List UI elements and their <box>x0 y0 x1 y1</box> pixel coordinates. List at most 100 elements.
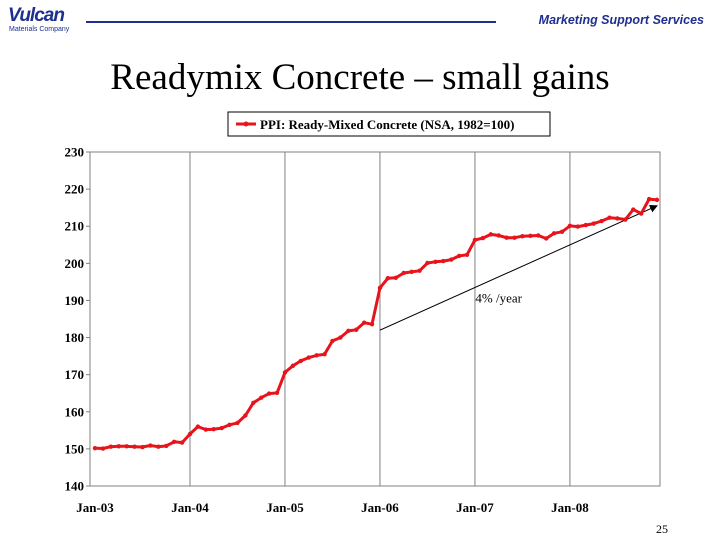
data-point <box>488 232 493 237</box>
series-layer <box>92 196 660 451</box>
data-point <box>108 444 114 449</box>
grid-layer <box>189 152 571 486</box>
data-point <box>504 235 509 240</box>
x-tick-label: Jan-06 <box>361 500 399 515</box>
data-point <box>583 222 588 228</box>
data-point <box>171 439 177 445</box>
trend-annotation-label: 4% /year <box>475 291 522 306</box>
data-point <box>274 390 280 396</box>
data-point <box>393 275 398 281</box>
x-tick-label: Jan-07 <box>456 500 494 515</box>
data-point <box>116 444 121 449</box>
logo-wordmark: Vulcan <box>8 5 65 26</box>
data-point <box>615 216 620 221</box>
y-tick-label: 210 <box>65 219 85 234</box>
x-tick-label: Jan-03 <box>76 500 114 515</box>
legend-swatch-marker <box>243 121 249 127</box>
data-point <box>441 258 446 264</box>
data-point <box>654 197 660 203</box>
data-point <box>203 427 209 432</box>
y-tick-label: 230 <box>65 145 85 160</box>
data-point <box>100 446 106 451</box>
data-point <box>140 444 145 450</box>
data-point <box>464 252 470 257</box>
data-point <box>227 422 232 427</box>
data-point <box>385 275 391 281</box>
data-point <box>132 444 137 449</box>
data-point <box>409 269 414 275</box>
data-point <box>290 363 296 368</box>
data-point <box>528 233 533 239</box>
data-point <box>448 257 454 262</box>
data-point <box>551 231 557 236</box>
data-point <box>330 338 335 344</box>
data-point <box>187 431 193 437</box>
data-point <box>266 391 272 396</box>
data-point <box>433 259 438 265</box>
y-tick-label: 170 <box>65 367 85 382</box>
y-tick-label: 150 <box>65 441 85 456</box>
data-point <box>425 260 430 266</box>
data-point <box>211 427 216 432</box>
data-point <box>195 424 201 429</box>
data-point <box>306 355 311 360</box>
data-point <box>298 358 304 364</box>
data-point <box>599 218 604 224</box>
logo-subtitle: Materials Company <box>9 26 70 33</box>
annotation-layer: 4% /year <box>379 205 658 331</box>
data-point <box>346 328 351 334</box>
data-point <box>512 235 517 240</box>
plot-area-frame <box>89 151 661 487</box>
data-point <box>338 335 343 340</box>
data-point <box>631 207 636 212</box>
data-point <box>361 320 367 325</box>
data-point <box>251 400 256 406</box>
data-point <box>591 221 596 226</box>
x-tick-label: Jan-05 <box>266 500 304 515</box>
y-tick-label: 220 <box>65 182 85 197</box>
data-point <box>496 233 501 238</box>
y-tick-label: 200 <box>65 256 85 271</box>
data-point <box>543 236 549 241</box>
department-label: Marketing Support Services <box>538 13 704 27</box>
y-tick-label: 190 <box>65 293 85 308</box>
data-point <box>520 234 525 239</box>
data-point <box>322 352 327 357</box>
series-line <box>94 197 658 450</box>
data-point <box>314 353 319 358</box>
header-rule <box>86 21 496 23</box>
x-tick-label: Jan-08 <box>551 500 589 515</box>
data-point <box>638 211 644 216</box>
data-point <box>536 233 541 238</box>
trend-arrow <box>379 205 658 331</box>
data-point <box>156 444 161 449</box>
x-tick-label: Jan-04 <box>171 500 209 515</box>
data-point <box>607 215 612 220</box>
data-point <box>148 443 153 448</box>
y-tick-label: 140 <box>65 479 85 494</box>
data-point <box>235 420 240 426</box>
y-tick-label: 180 <box>65 330 85 345</box>
page-number: 25 <box>656 522 668 536</box>
data-point <box>282 370 288 375</box>
data-point <box>623 217 628 222</box>
y-tick-label: 160 <box>65 404 85 419</box>
data-point <box>164 443 169 449</box>
data-point <box>567 223 573 229</box>
data-point <box>456 253 462 259</box>
data-point <box>354 327 359 332</box>
data-point <box>124 444 129 449</box>
data-point <box>472 237 478 243</box>
axis-layer: Jan-03 Jan-04 Jan-05 Jan-06 Jan-07 Jan-08 140 1… <box>65 145 590 516</box>
data-point <box>417 268 422 273</box>
data-point <box>92 445 98 451</box>
slide-title: Readymix Concrete – small gains <box>110 57 610 98</box>
data-point <box>243 413 248 418</box>
legend-label: PPI: Ready-Mixed Concrete (NSA, 1982=100… <box>260 117 514 132</box>
data-point <box>179 440 185 445</box>
legend-frame <box>227 111 551 137</box>
data-point <box>369 321 375 327</box>
data-point <box>259 395 264 400</box>
vulcan-logo: Vulcan Materials Company <box>8 6 80 36</box>
